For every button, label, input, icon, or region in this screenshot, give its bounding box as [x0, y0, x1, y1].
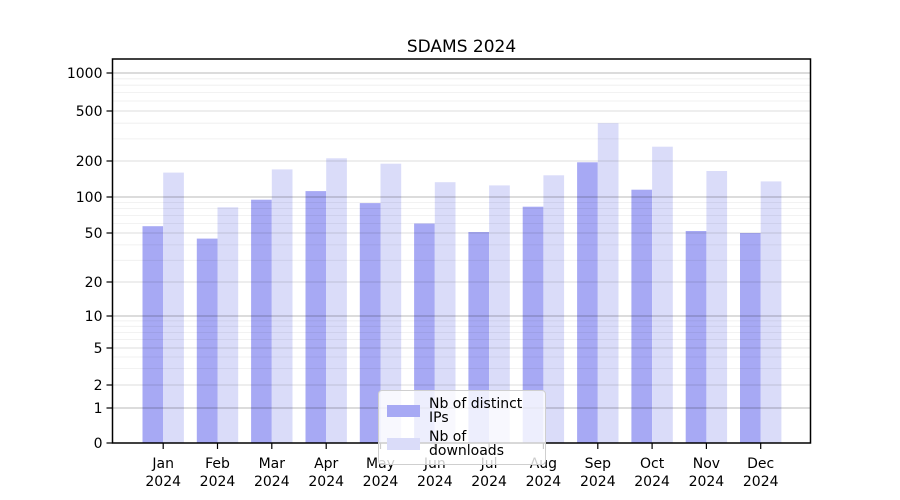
x-tick-label-Jan: Jan — [151, 456, 174, 472]
bar-downloads-Mar — [271, 169, 293, 443]
x-tick-label-Feb: Feb — [205, 456, 230, 472]
x-tick-label-Sep: Sep — [585, 456, 612, 472]
y-tick-label-2: 2 — [94, 378, 103, 394]
bar-ips-Nov — [685, 231, 707, 443]
y-tick-label-50: 50 — [85, 226, 103, 242]
x-tick-year-Mar: 2024 — [254, 474, 290, 490]
x-tick-year-Nov: 2024 — [689, 474, 725, 490]
x-tick-year-Aug: 2024 — [526, 474, 562, 490]
x-tick-label-Nov: Nov — [693, 456, 720, 472]
x-tick-label-Oct: Oct — [640, 456, 665, 472]
bar-downloads-Feb — [217, 207, 239, 443]
legend-item-distinct-ips: Nb of distinct IPs — [387, 397, 537, 425]
y-tick-label-100: 100 — [76, 190, 103, 206]
legend-label-downloads: Nb of downloads — [429, 429, 504, 459]
x-tick-year-Sep: 2024 — [580, 474, 616, 490]
legend-label-distinct-ips: Nb of distinct IPs — [429, 396, 523, 426]
bar-ips-Jun — [414, 223, 435, 443]
y-tick-label-1000: 1000 — [67, 66, 103, 82]
bar-ips-May — [359, 203, 381, 443]
bar-downloads-Jul — [489, 185, 510, 443]
chart-title: SDAMS 2024 — [406, 37, 517, 57]
bar-ips-Oct — [631, 189, 653, 443]
y-tick-label-5: 5 — [94, 341, 103, 357]
y-tick-label-500: 500 — [76, 104, 103, 120]
legend-item-downloads: Nb of downloads — [387, 430, 537, 458]
x-tick-year-Dec: 2024 — [743, 474, 779, 490]
y-tick-label-0: 0 — [94, 436, 103, 452]
x-tick-year-Jun: 2024 — [417, 474, 453, 490]
x-tick-year-Feb: 2024 — [200, 474, 236, 490]
x-tick-year-Apr: 2024 — [308, 474, 344, 490]
bar-ips-Sep — [577, 162, 598, 444]
bar-downloads-Dec — [760, 181, 782, 443]
bar-downloads-Oct — [652, 146, 673, 443]
y-tick-label-10: 10 — [85, 309, 103, 325]
bar-downloads-Aug — [543, 175, 565, 444]
x-tick-label-Mar: Mar — [259, 456, 286, 472]
bar-ips-Mar — [251, 199, 272, 443]
y-tick-label-1: 1 — [94, 401, 103, 417]
y-tick-label-200: 200 — [76, 154, 103, 170]
bar-downloads-Nov — [706, 171, 728, 443]
legend-swatch-downloads — [387, 438, 420, 450]
y-tick-label-20: 20 — [85, 275, 103, 291]
legend-swatch-distinct-ips — [387, 405, 420, 417]
bar-downloads-May — [380, 163, 402, 443]
bar-ips-Aug — [522, 206, 544, 443]
x-tick-label-Dec: Dec — [747, 456, 774, 472]
bar-downloads-Apr — [326, 158, 347, 444]
x-tick-year-May: 2024 — [363, 474, 399, 490]
x-tick-label-Apr: Apr — [314, 456, 338, 472]
bar-ips-Feb — [196, 238, 218, 443]
bar-downloads-Jan — [163, 172, 184, 443]
bar-downloads-Jun — [434, 182, 456, 443]
bar-downloads-Sep — [597, 123, 619, 443]
x-tick-year-Jan: 2024 — [145, 474, 181, 490]
bar-ips-Jan — [142, 226, 164, 443]
legend: Nb of distinct IPs Nb of downloads — [378, 390, 546, 465]
x-tick-year-Jul: 2024 — [471, 474, 507, 490]
x-tick-year-Oct: 2024 — [634, 474, 670, 490]
bar-ips-Apr — [305, 191, 327, 443]
bar-ips-Dec — [740, 233, 761, 443]
